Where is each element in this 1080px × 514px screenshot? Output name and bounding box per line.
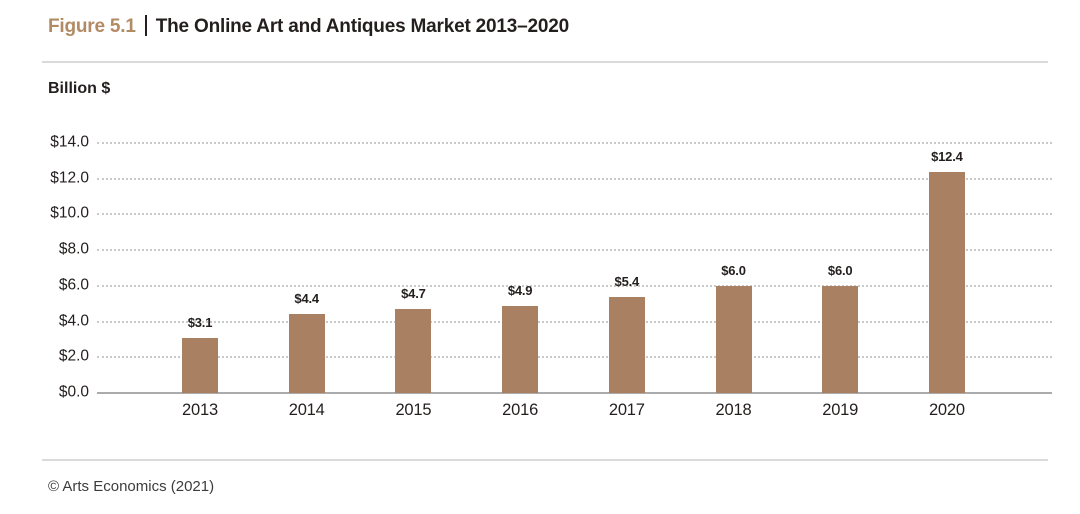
bar (608, 296, 645, 393)
bar (928, 171, 965, 393)
bar-value-label: $5.4 (614, 273, 640, 289)
source-credit: © Arts Economics (2021) (48, 478, 215, 495)
figure-number-label: Figure 5.1 (48, 16, 136, 37)
bottom-divider (42, 459, 1048, 461)
bar (395, 309, 432, 393)
x-axis-line (97, 392, 1052, 394)
y-axis-unit-label: Billion $ (48, 80, 111, 97)
bar (822, 285, 859, 393)
bar-value-label: $3.1 (187, 314, 213, 330)
y-tick-label: $0.0 (58, 383, 89, 401)
x-tick-label: 2018 (715, 401, 752, 419)
figure-title: Figure 5.1 The Online Art and Antiques Ma… (48, 15, 569, 38)
bar-value-label: $6.0 (721, 262, 746, 278)
gridline (97, 284, 1052, 287)
x-tick-label: 2016 (502, 401, 539, 419)
figure-title-text: The Online Art and Antiques Market 2013–… (155, 16, 569, 37)
bar (715, 285, 752, 393)
bar-value-label: $12.4 (931, 148, 963, 164)
bar-value-label: $4.7 (401, 286, 426, 302)
gridline (97, 320, 1052, 323)
bar (502, 305, 539, 393)
x-tick-label: 2017 (608, 401, 645, 419)
y-tick-label: $10.0 (50, 204, 89, 222)
gridline (97, 356, 1052, 359)
bar-value-label: $6.0 (827, 262, 853, 278)
bar-chart-plot-area: $0.0 $2.0 $4.0 $6.0 $8.0 $10.0 $12.0 $14.0 $3.1 2… (50, 133, 1052, 419)
x-tick-label: 2020 (928, 401, 965, 419)
y-tick-label: $14.0 (50, 133, 89, 151)
top-divider (42, 61, 1048, 63)
gridline (97, 249, 1052, 252)
y-tick-label: $4.0 (58, 311, 89, 329)
x-tick-label: 2014 (288, 401, 325, 419)
bar-value-label: $4.9 (507, 282, 533, 298)
y-tick-label: $8.0 (58, 240, 89, 258)
gridline (97, 142, 1052, 144)
x-tick-label: 2013 (182, 401, 218, 419)
x-tick-label: 2019 (822, 401, 859, 419)
gridline (97, 177, 1052, 180)
x-tick-label: 2015 (395, 401, 432, 419)
y-tick-label: $6.0 (58, 276, 89, 294)
gridline (97, 213, 1052, 216)
y-tick-label: $2.0 (58, 347, 89, 365)
y-tick-label: $12.0 (50, 168, 89, 186)
bar (288, 314, 325, 393)
bar (182, 337, 218, 393)
bar-value-label: $4.4 (294, 291, 319, 307)
title-separator (144, 15, 147, 36)
